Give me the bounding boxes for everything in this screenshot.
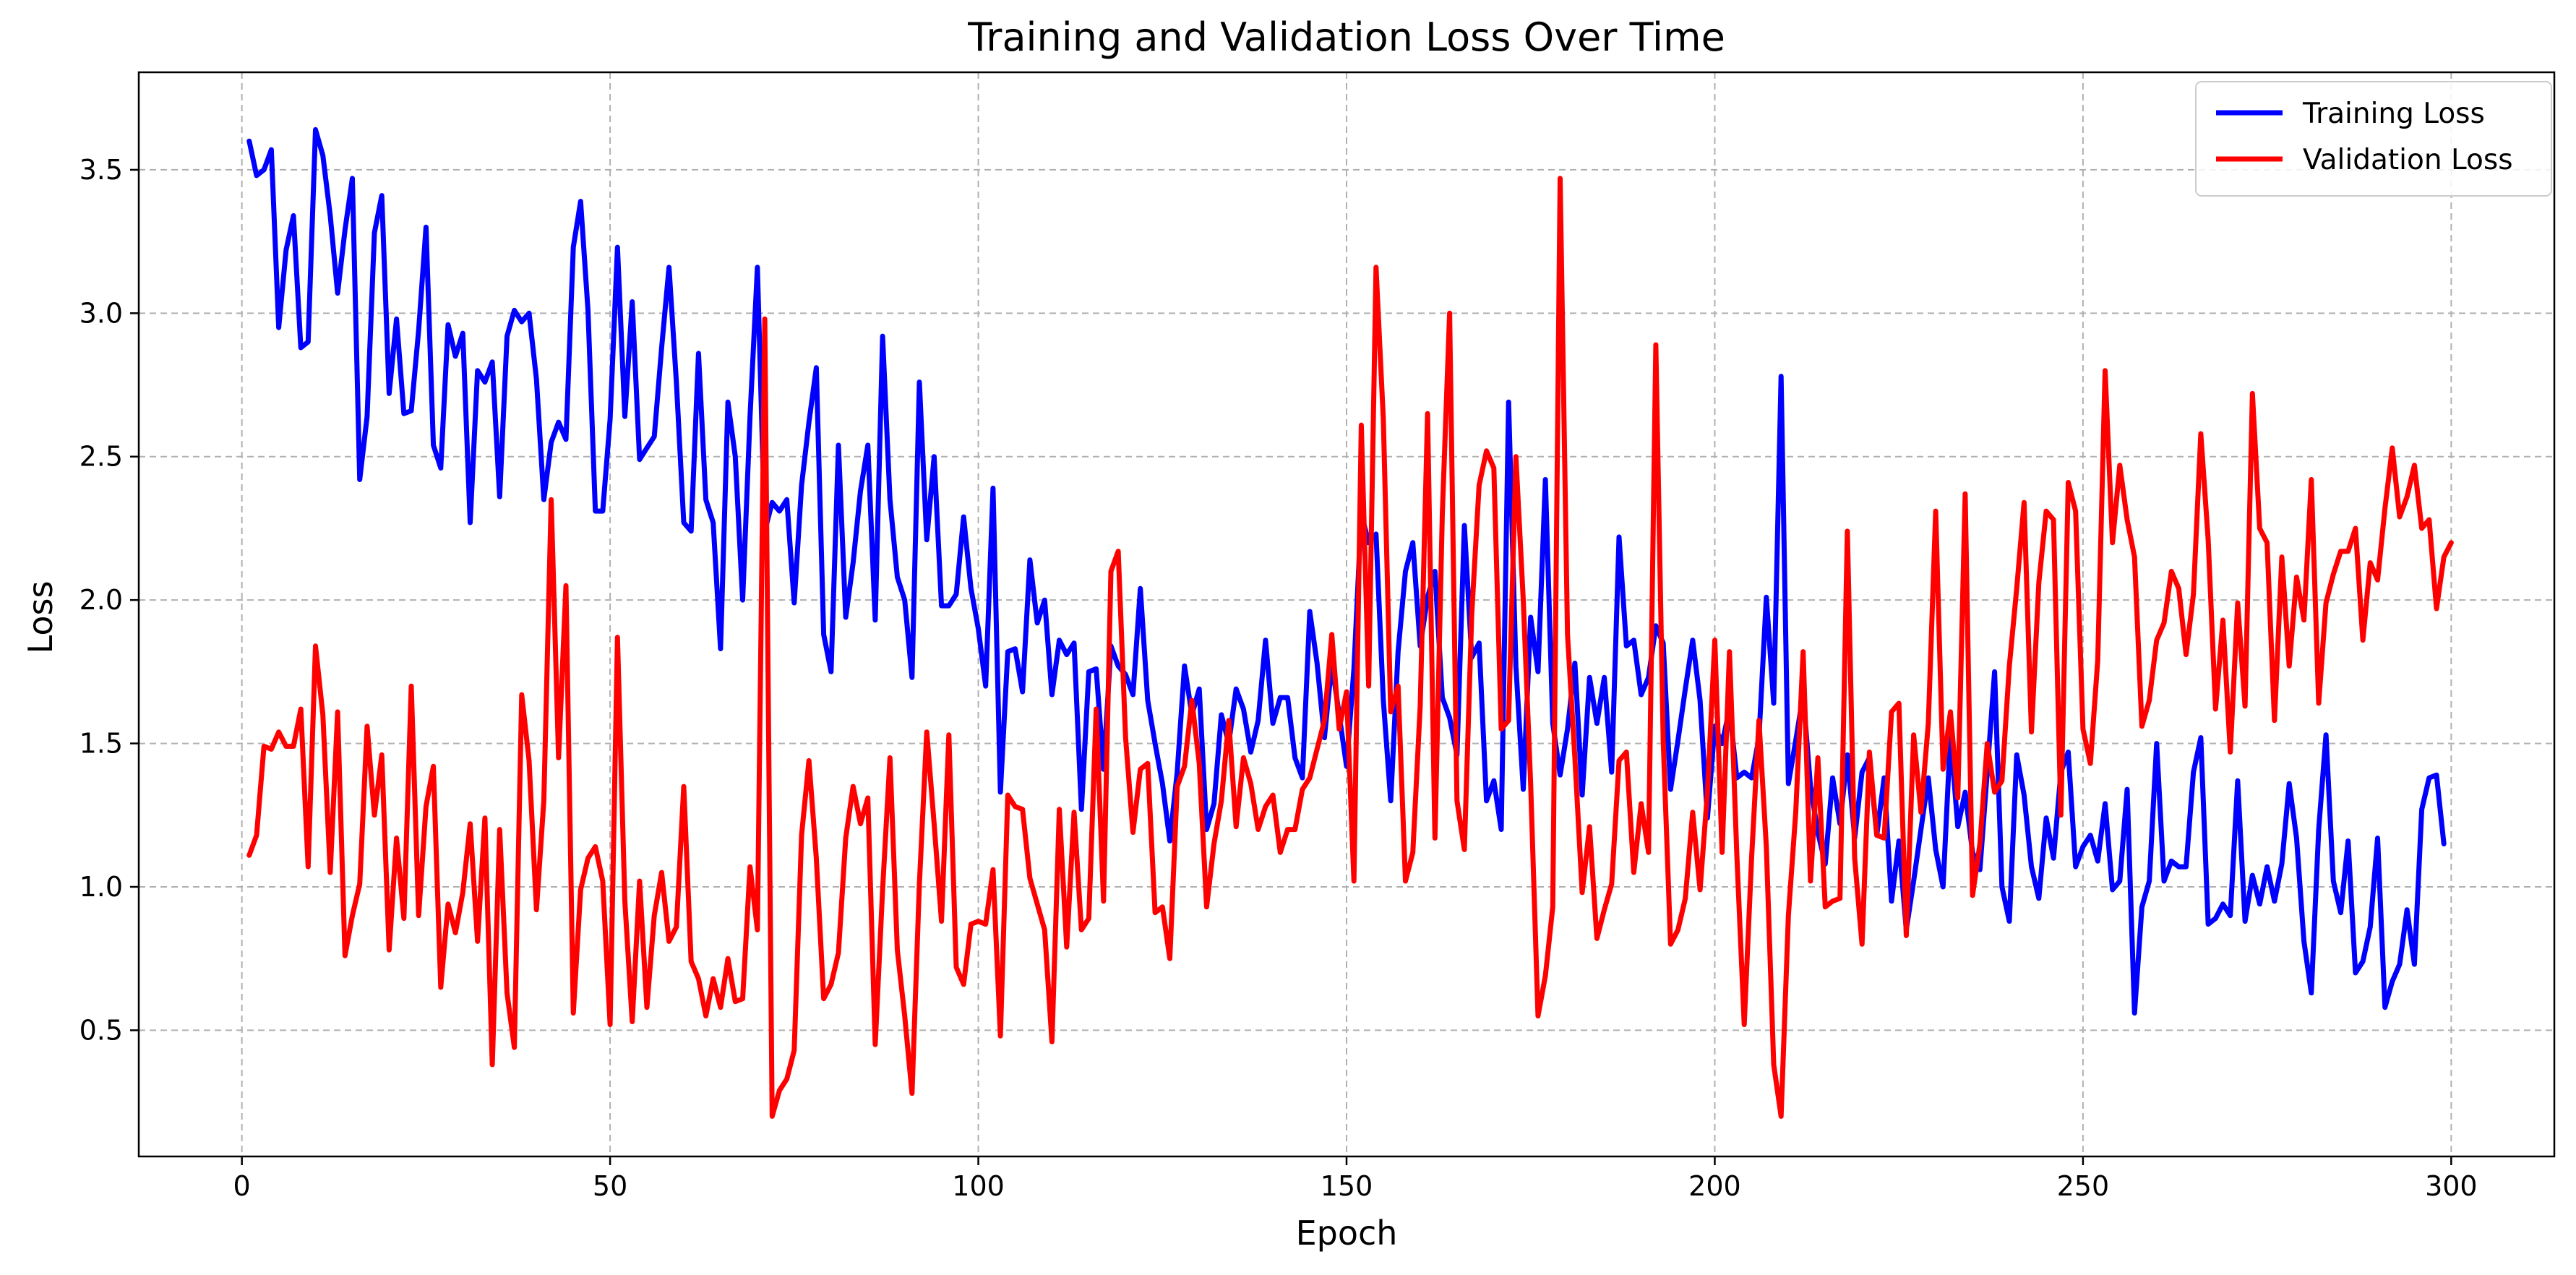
y-tick-label: 2.5 [80,441,123,473]
x-tick-label: 150 [1321,1170,1373,1202]
x-tick-label: 300 [2425,1170,2478,1202]
plot-area [246,126,2454,1119]
x-tick-label: 50 [593,1170,627,1202]
grid-lines [139,72,2554,1156]
x-axis-ticks: 0 50 100 150 200 250 300 [233,1156,2478,1202]
x-axis-label: Epoch [1296,1214,1398,1253]
x-tick-label: 0 [233,1170,251,1202]
training-loss-line [246,126,2447,1016]
validation-loss-line [246,176,2454,1119]
chart-title: Training and Validation Loss Over Time [967,14,1725,60]
y-axis-label: Loss [21,581,60,654]
y-tick-label: 1.5 [80,728,123,760]
legend-label-training: Training Loss [2302,98,2485,130]
y-axis-ticks: 0.5 1.0 1.5 2.0 2.5 3.0 3.5 [80,154,139,1046]
legend-box [2195,81,2552,197]
x-tick-label: 100 [952,1170,1005,1202]
legend: Training Loss Validation Loss [2195,81,2552,197]
y-tick-label: 2.0 [80,584,123,616]
y-tick-label: 3.0 [80,297,123,329]
x-tick-label: 250 [2057,1170,2110,1202]
y-tick-label: 0.5 [80,1014,123,1046]
x-tick-label: 200 [1688,1170,1741,1202]
y-tick-label: 1.0 [80,871,123,903]
y-tick-label: 3.5 [80,154,123,186]
legend-label-validation: Validation Loss [2303,144,2513,176]
